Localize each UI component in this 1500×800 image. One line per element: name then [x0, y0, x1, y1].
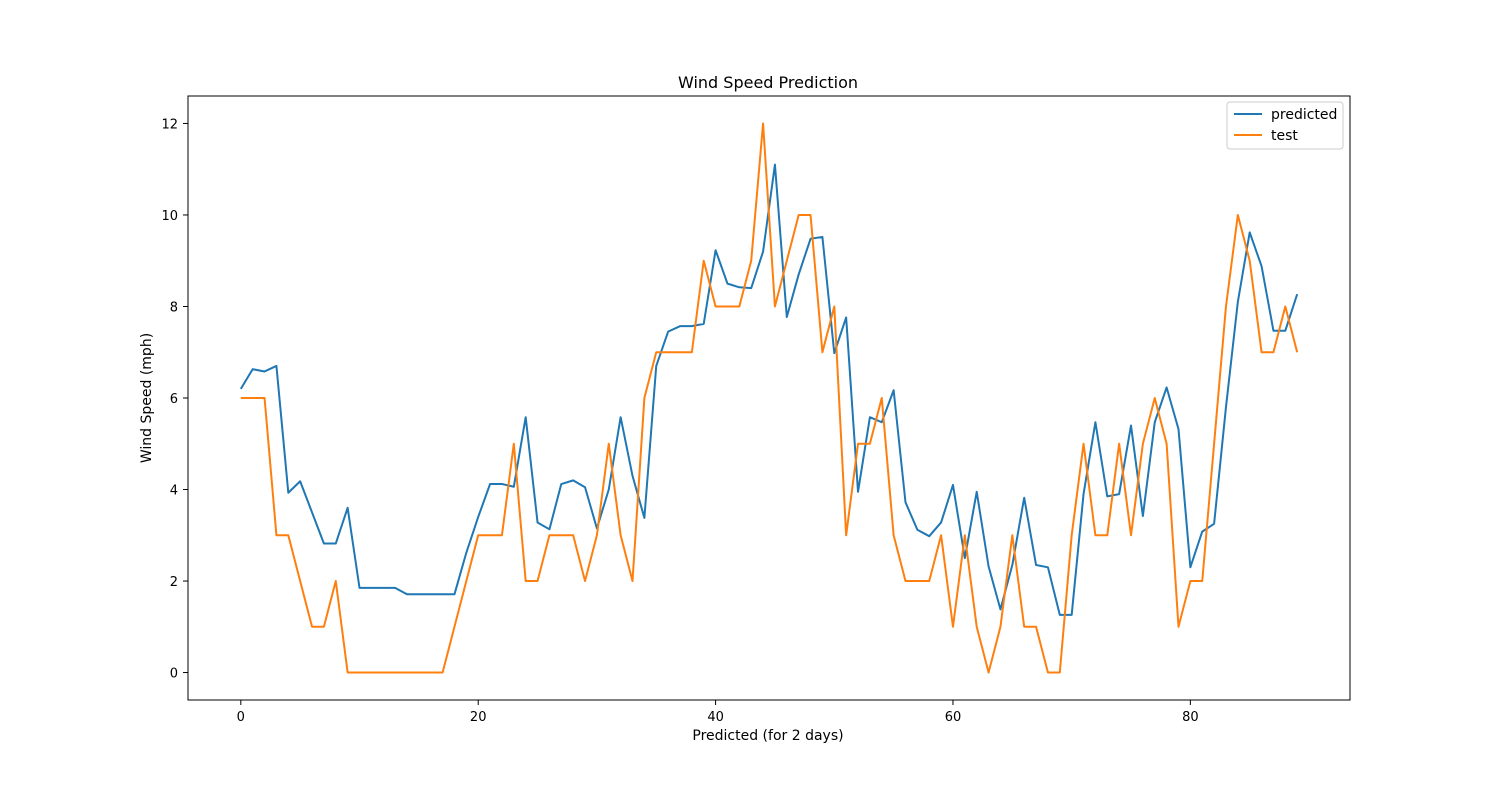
x-tick-label: 60 — [945, 710, 962, 725]
y-axis-label: Wind Speed (mph) — [139, 333, 155, 463]
y-tick-label: 6 — [170, 392, 178, 407]
y-tick-label: 0 — [170, 667, 178, 682]
y-tick-label: 2 — [170, 575, 178, 590]
x-tick-label: 20 — [470, 710, 487, 725]
legend: predicted test — [1226, 101, 1344, 150]
chart-title: Wind Speed Prediction — [678, 73, 858, 92]
legend-label-predicted: predicted — [1271, 107, 1337, 123]
x-tick-label: 80 — [1182, 710, 1199, 725]
plot-area-frame — [187, 95, 1351, 701]
series-line-predicted — [239, 163, 1299, 616]
x-axis-ticks: 0 20 40 60 80 — [237, 700, 1199, 725]
plot-lines — [239, 122, 1299, 674]
y-tick-label: 10 — [161, 209, 178, 224]
legend-label-test: test — [1271, 128, 1298, 144]
series-line-test — [240, 122, 1299, 674]
x-tick-label: 0 — [237, 710, 245, 725]
x-axis-label: Predicted (for 2 days) — [692, 728, 843, 744]
y-tick-label: 4 — [170, 484, 178, 499]
y-tick-label: 12 — [161, 117, 178, 132]
y-axis-ticks: 0 2 4 6 8 10 12 — [161, 117, 188, 682]
y-tick-label: 8 — [170, 300, 178, 315]
x-tick-label: 40 — [707, 710, 724, 725]
